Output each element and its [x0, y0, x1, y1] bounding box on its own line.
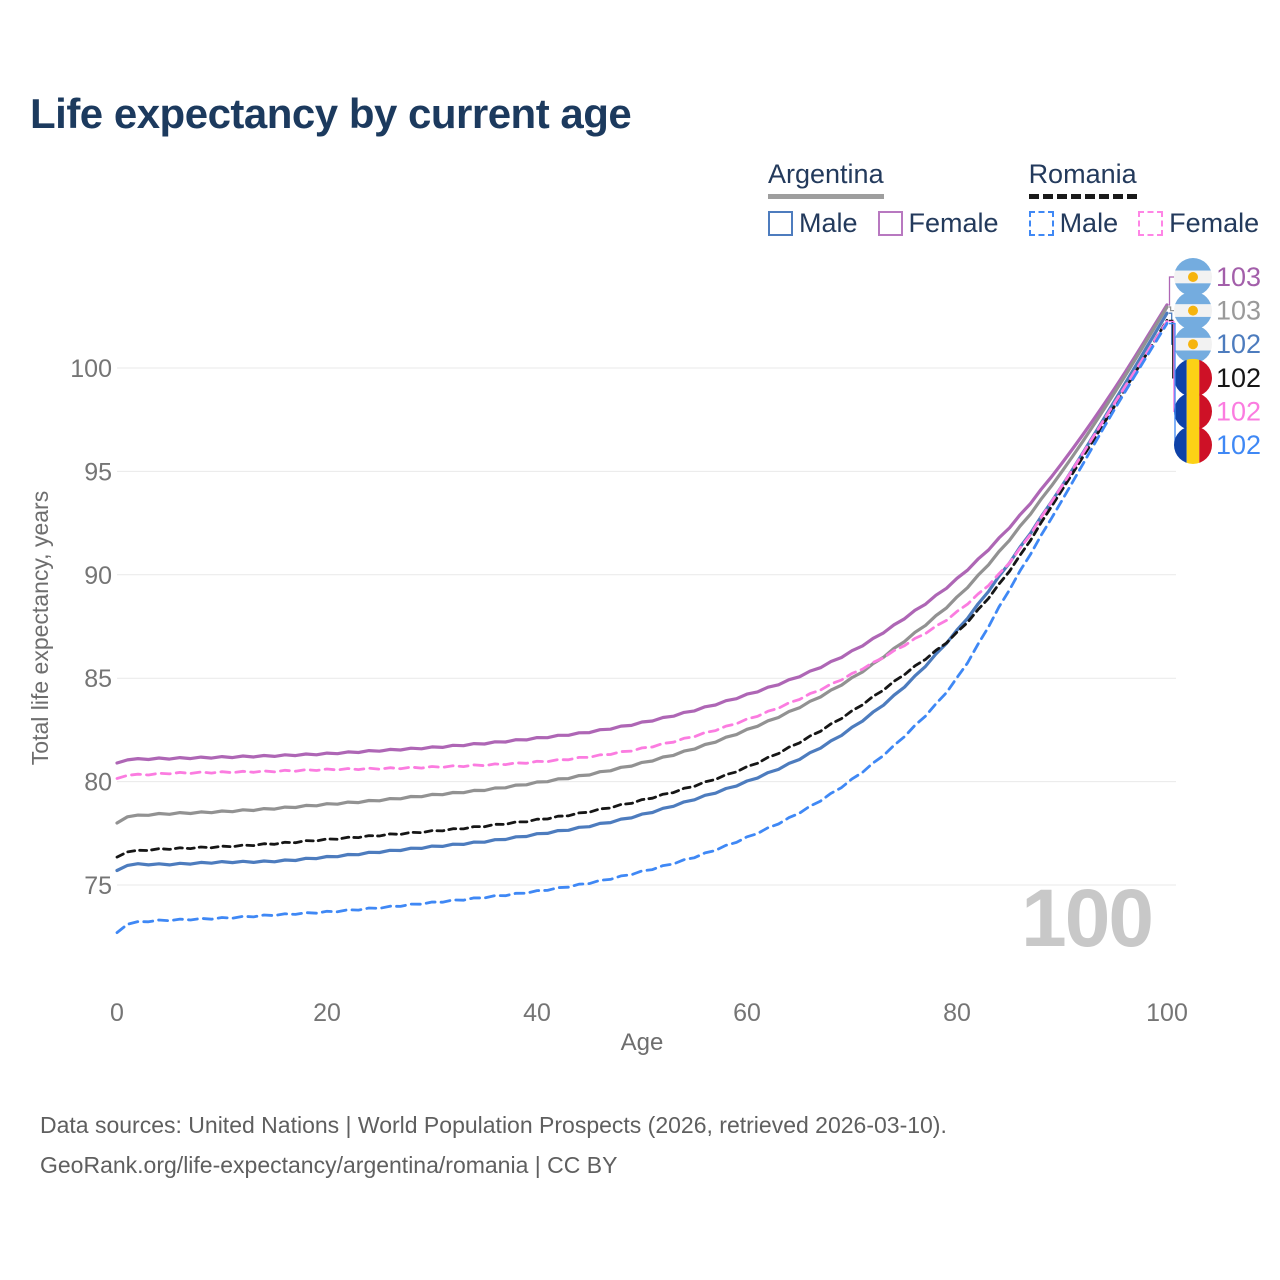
series-lines [115, 303, 1169, 934]
x-tick-label-60: 60 [733, 999, 761, 1027]
source-url-line: GeoRank.org/life-expectancy/argentina/ro… [40, 1152, 618, 1178]
y-tick-label-100: 100 [70, 355, 112, 383]
argentina-female-swatch-icon [877, 211, 903, 236]
footer: Data sources: United Nations | World Pop… [40, 1105, 947, 1185]
y-tick-label-85: 85 [84, 665, 112, 693]
data-sources-line: Data sources: United Nations | World Pop… [40, 1112, 947, 1138]
y-tick-label-95: 95 [84, 458, 112, 486]
x-tick-label-40: 40 [523, 999, 551, 1027]
end-value-label-romania: 102 [1216, 363, 1261, 393]
series-line-argentina[interactable] [115, 305, 1169, 825]
age-indicator-watermark: 100 [1021, 873, 1152, 964]
romania-flag-icon [1174, 358, 1212, 397]
legend-item-romania-male[interactable]: Male [1028, 208, 1119, 239]
end-value-label-argentina: 103 [1216, 296, 1261, 326]
legend-country-romania[interactable]: Romania [1028, 159, 1137, 199]
end-value-label-romania-female: 102 [1216, 396, 1261, 426]
series-line-romania[interactable] [115, 318, 1169, 859]
legend-item-argentina-female[interactable]: Female [877, 208, 999, 239]
leader-line-argentina [1169, 306, 1174, 312]
end-value-label-romania-male: 102 [1216, 430, 1261, 460]
argentina-flag-icon [1174, 291, 1212, 330]
argentina-flag-icon [1174, 258, 1212, 296]
x-tick-label-0: 0 [110, 999, 124, 1027]
legend-item-argentina-male[interactable]: Male [768, 208, 858, 239]
leader-line-argentina-female [1168, 276, 1174, 306]
argentina-male-swatch-icon [768, 211, 793, 236]
legend-item-romania-female[interactable]: Female [1138, 208, 1259, 239]
romania-flag-icon [1174, 392, 1212, 431]
series-line-argentina-female[interactable] [115, 303, 1169, 765]
leader-line-romania-female [1169, 320, 1175, 413]
x-tick-label-80: 80 [943, 999, 971, 1027]
y-tick-label-80: 80 [84, 769, 112, 797]
series-line-argentina-male[interactable] [115, 311, 1169, 873]
legend-group-romania: Romania Male Female [1028, 159, 1259, 239]
x-tick-label-100: 100 [1146, 999, 1188, 1027]
end-value-label-argentina-male: 102 [1216, 329, 1261, 359]
x-axis-title: Age [621, 1029, 664, 1056]
series-line-romania-female[interactable] [115, 320, 1169, 780]
legend-label-romania-female: Female [1169, 208, 1260, 238]
argentina-flag-icon [1174, 325, 1212, 364]
legend-label-romania-male: Male [1059, 208, 1119, 238]
y-tick-label-75: 75 [84, 872, 112, 900]
romania-female-swatch-icon [1138, 211, 1164, 236]
legend-group-argentina: Argentina Male Female [768, 159, 999, 239]
legend-label-argentina-male: Male [799, 208, 858, 238]
legend-row-argentina: Male Female [768, 208, 999, 239]
legend-label-argentina-female: Female [908, 208, 999, 238]
y-axis-title: Total life expectancy, years [27, 491, 53, 765]
romania-flag-icon [1174, 426, 1212, 464]
end-value-label-argentina-female: 103 [1216, 262, 1261, 292]
y-tick-label-90: 90 [84, 562, 112, 590]
page-title: Life expectancy by current age [30, 90, 632, 137]
legend-country-argentina[interactable]: Argentina [768, 159, 884, 199]
romania-male-swatch-icon [1028, 211, 1054, 236]
series-line-romania-male[interactable] [115, 322, 1169, 934]
x-tick-label-20: 20 [313, 999, 341, 1027]
legend-row-romania: Male Female [1028, 208, 1259, 239]
legend: Argentina Male Female Romania Male Femal… [768, 159, 1259, 239]
